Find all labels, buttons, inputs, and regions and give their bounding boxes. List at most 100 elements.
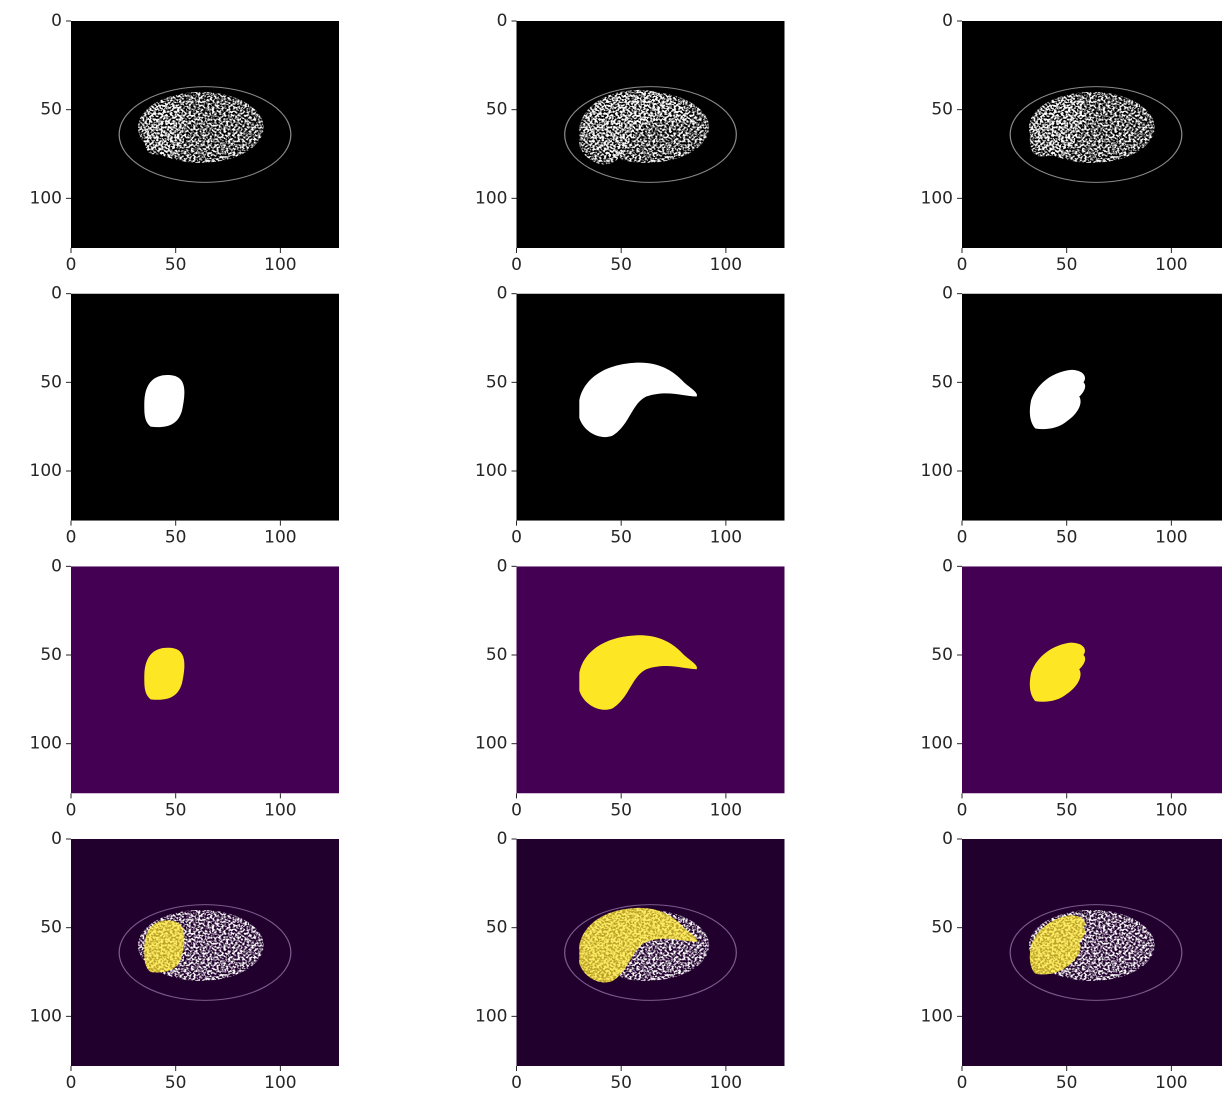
y-tick-label: 0 bbox=[497, 284, 508, 304]
y-tick-label: 50 bbox=[40, 100, 62, 120]
y-tick-label: 50 bbox=[486, 100, 508, 120]
image bbox=[71, 294, 339, 521]
y-tick-label: 100 bbox=[921, 188, 953, 208]
x-tick-label: 0 bbox=[957, 800, 968, 820]
y-tick-label: 0 bbox=[497, 829, 508, 849]
x-tick-label: 100 bbox=[1155, 528, 1187, 548]
x-tick-label: 100 bbox=[710, 528, 742, 548]
subplot: 0 50 100 0 50 100 bbox=[30, 829, 339, 1093]
y-tick-label: 100 bbox=[921, 734, 953, 754]
x-tick-label: 100 bbox=[264, 528, 296, 548]
x-tick-label: 100 bbox=[1155, 255, 1187, 275]
x-tick-label: 50 bbox=[610, 800, 632, 820]
figure: 0 50 100 0 50 100 0 50 100 0 50 100 0 50 100 0 50 100 0 50 1… bbox=[0, 0, 1222, 1098]
y-tick-label: 0 bbox=[497, 556, 508, 576]
x-tick-label: 0 bbox=[66, 255, 77, 275]
y-tick-label: 100 bbox=[921, 1006, 953, 1026]
x-tick-label: 100 bbox=[264, 1073, 296, 1093]
image-background bbox=[71, 566, 339, 793]
x-tick-label: 0 bbox=[957, 1073, 968, 1093]
y-tick-label: 0 bbox=[942, 11, 953, 31]
x-tick-label: 100 bbox=[1155, 1073, 1187, 1093]
image bbox=[962, 839, 1222, 1066]
y-tick-label: 50 bbox=[40, 918, 62, 938]
y-tick-label: 50 bbox=[486, 918, 508, 938]
image-background bbox=[962, 566, 1222, 793]
y-tick-label: 50 bbox=[486, 372, 508, 392]
subplot: 0 50 100 0 50 100 bbox=[475, 829, 784, 1093]
y-tick-label: 100 bbox=[475, 1006, 507, 1026]
subplot: 0 50 100 0 50 100 bbox=[475, 11, 784, 275]
y-tick-label: 100 bbox=[475, 188, 507, 208]
image-background bbox=[71, 294, 339, 521]
image bbox=[71, 21, 339, 248]
x-tick-label: 50 bbox=[165, 1073, 187, 1093]
y-tick-label: 0 bbox=[51, 11, 62, 31]
x-tick-label: 50 bbox=[1056, 528, 1078, 548]
y-tick-label: 0 bbox=[51, 829, 62, 849]
x-tick-label: 50 bbox=[610, 528, 632, 548]
x-tick-label: 0 bbox=[66, 528, 77, 548]
x-tick-label: 0 bbox=[511, 255, 522, 275]
x-tick-label: 100 bbox=[710, 800, 742, 820]
subplot: 0 50 100 0 50 100 bbox=[921, 556, 1222, 820]
y-tick-label: 100 bbox=[921, 461, 953, 481]
image bbox=[517, 294, 785, 521]
y-tick-label: 100 bbox=[30, 188, 62, 208]
y-tick-label: 0 bbox=[942, 284, 953, 304]
x-tick-label: 100 bbox=[264, 800, 296, 820]
y-tick-label: 100 bbox=[30, 734, 62, 754]
image bbox=[517, 21, 785, 248]
x-tick-label: 100 bbox=[710, 255, 742, 275]
image-background bbox=[517, 566, 785, 793]
y-tick-label: 0 bbox=[51, 556, 62, 576]
x-tick-label: 0 bbox=[957, 528, 968, 548]
y-tick-label: 100 bbox=[475, 734, 507, 754]
image bbox=[517, 839, 785, 1066]
y-tick-label: 50 bbox=[931, 372, 953, 392]
y-tick-label: 50 bbox=[931, 645, 953, 665]
image bbox=[71, 566, 339, 793]
x-tick-label: 0 bbox=[66, 800, 77, 820]
y-tick-label: 50 bbox=[486, 645, 508, 665]
image-background bbox=[517, 294, 785, 521]
image bbox=[71, 839, 339, 1066]
x-tick-label: 100 bbox=[1155, 800, 1187, 820]
image bbox=[962, 21, 1222, 248]
y-tick-label: 100 bbox=[30, 461, 62, 481]
x-tick-label: 50 bbox=[1056, 1073, 1078, 1093]
subplot: 050100050100 bbox=[30, 284, 339, 548]
y-tick-label: 100 bbox=[475, 461, 507, 481]
image bbox=[517, 566, 785, 793]
image bbox=[962, 294, 1222, 521]
subplot: 0 50 100 0 50 100 bbox=[475, 284, 784, 548]
x-tick-label: 0 bbox=[511, 528, 522, 548]
y-tick-label: 50 bbox=[40, 645, 62, 665]
x-tick-label: 50 bbox=[1056, 255, 1078, 275]
y-tick-label: 0 bbox=[51, 284, 62, 304]
x-tick-label: 100 bbox=[710, 1073, 742, 1093]
x-tick-label: 50 bbox=[165, 255, 187, 275]
y-tick-label: 50 bbox=[40, 372, 62, 392]
x-tick-label: 50 bbox=[610, 1073, 632, 1093]
x-tick-label: 0 bbox=[66, 1073, 77, 1093]
y-tick-label: 100 bbox=[30, 1006, 62, 1026]
x-tick-label: 0 bbox=[511, 1073, 522, 1093]
subplot: 0 50 100 0 50 100 bbox=[921, 284, 1222, 548]
x-tick-label: 0 bbox=[511, 800, 522, 820]
subplot: 0 50 100 0 50 100 bbox=[921, 11, 1222, 275]
y-tick-label: 0 bbox=[942, 829, 953, 849]
y-tick-label: 50 bbox=[931, 100, 953, 120]
image-background bbox=[962, 294, 1222, 521]
y-tick-label: 0 bbox=[497, 11, 508, 31]
x-tick-label: 50 bbox=[165, 800, 187, 820]
x-tick-label: 50 bbox=[1056, 800, 1078, 820]
y-tick-label: 0 bbox=[942, 556, 953, 576]
x-tick-label: 50 bbox=[610, 255, 632, 275]
image bbox=[962, 566, 1222, 793]
subplot: 0 50 100 0 50 100 bbox=[921, 829, 1222, 1093]
x-tick-label: 0 bbox=[957, 255, 968, 275]
subplot: 0 50 100 0 50 100 bbox=[30, 556, 339, 820]
y-tick-label: 50 bbox=[931, 918, 953, 938]
